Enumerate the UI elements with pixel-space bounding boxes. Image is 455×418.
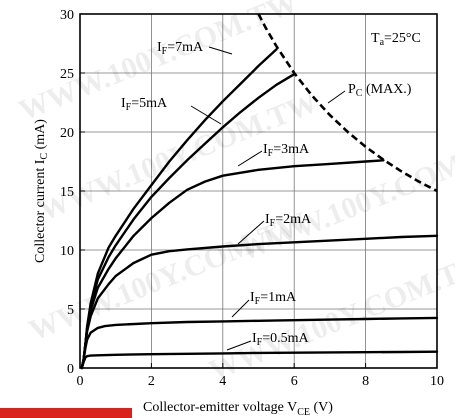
limit-curve-label: PC (MAX.) <box>348 82 412 99</box>
series-leader-line-2 <box>237 150 263 167</box>
x-tick-label: 8 <box>362 374 369 389</box>
series-label-3: IF=2mA <box>265 212 312 229</box>
series-label-2: IF=3mA <box>263 142 310 159</box>
y-tick-label: 5 <box>67 303 74 318</box>
series-line-2 <box>80 159 385 370</box>
series-leader-line-1 <box>190 105 222 125</box>
y-tick-label: 20 <box>60 126 74 141</box>
y-tick-label: 30 <box>60 8 74 23</box>
y-axis-label: Collector current IC (mA) <box>33 119 50 263</box>
y-tick-label: 0 <box>67 362 74 377</box>
series-label-5: IF=0.5mA <box>252 331 310 348</box>
y-tick-label: 15 <box>60 185 74 200</box>
y-tick-label: 10 <box>60 244 74 259</box>
series-leader-line-3 <box>237 220 265 245</box>
x-tick-label: 0 <box>77 374 84 389</box>
x-tick-label: 6 <box>291 374 298 389</box>
y-tick-label: 25 <box>60 67 74 82</box>
series-line-4 <box>80 316 439 370</box>
x-tick-label: 2 <box>148 374 155 389</box>
series-leader-line-4 <box>231 299 250 318</box>
x-axis-label: Collector-emitter voltage VCE (V) <box>143 400 333 418</box>
series-line-5 <box>80 350 439 370</box>
series-leader-line-5 <box>226 340 252 351</box>
series-label-4: IF=1mA <box>250 290 297 307</box>
series-label-0: IF=7mA <box>157 40 204 57</box>
red-accent-bar <box>0 408 132 418</box>
series-line-3 <box>80 234 439 370</box>
limit-curve-leader-line <box>327 90 346 104</box>
chart: 0 2 4 6 8 10 0 5 10 15 20 25 30 Collector current IC … <box>33 8 444 389</box>
series-label-1: IF=5mA <box>121 96 168 113</box>
condition-label: Ta=25°C <box>371 31 421 48</box>
x-tick-label: 4 <box>219 374 226 389</box>
x-tick-label: 10 <box>430 374 444 389</box>
limit-curve-pc-max <box>257 13 438 193</box>
series-leader-line-0 <box>208 46 233 55</box>
